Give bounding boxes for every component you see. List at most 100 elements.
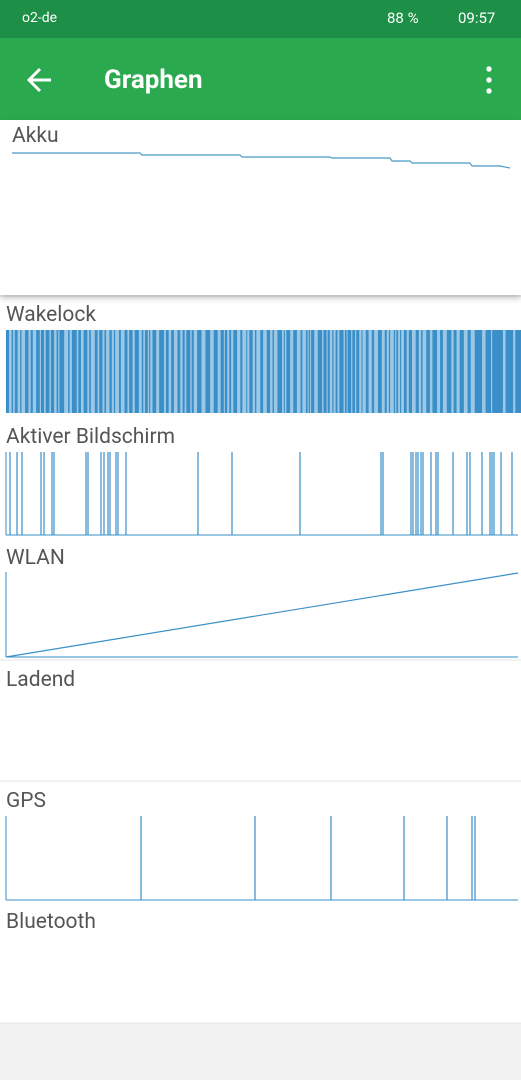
wakelock-bar	[229, 330, 232, 413]
wakelock-bar	[286, 330, 291, 413]
wakelock-bar	[149, 330, 151, 413]
wakelock-bar	[317, 330, 323, 413]
wakelock-bar	[182, 330, 185, 413]
app-bar: Graphen	[0, 38, 521, 120]
wakelock-bar	[134, 330, 139, 413]
wakelock-bar	[426, 330, 430, 413]
back-button[interactable]	[26, 67, 51, 93]
wakelock-bar	[459, 330, 464, 413]
wakelock-bar	[41, 330, 45, 413]
wakelock-bar	[36, 330, 40, 413]
wakelock-bar	[283, 330, 285, 413]
app-bar-icons	[26, 66, 492, 94]
wakelock-bar	[30, 330, 33, 413]
wakelock-bar	[446, 330, 452, 413]
wakelock-bar	[361, 330, 363, 413]
wakelock-bar	[365, 330, 369, 413]
app-title: Graphen	[104, 65, 203, 95]
wakelock-bar	[453, 330, 457, 413]
status-bar: o2-de 88 % 09:57	[0, 0, 521, 38]
section-label: GPS	[6, 789, 47, 813]
wakelock-bar	[152, 330, 157, 413]
wakelock-bar	[144, 330, 148, 413]
section-label: WLAN	[6, 546, 65, 570]
wakelock-bar	[415, 330, 419, 413]
wakelock-bar	[159, 330, 164, 413]
wakelock-bar	[371, 330, 375, 413]
wakelock-bar	[45, 330, 50, 413]
wakelock-bar	[339, 330, 344, 413]
wakelock-bar	[272, 330, 275, 413]
wakelock-bar	[492, 330, 503, 413]
section-label: Akku	[12, 124, 59, 148]
wakelock-bar	[249, 330, 253, 413]
wakelock-bar	[254, 330, 257, 413]
wakelock-bar	[396, 330, 399, 413]
wakelock-bar	[305, 330, 308, 413]
wakelock-bar	[11, 330, 14, 413]
wakelock-bar	[109, 330, 112, 413]
wakelock-bar	[505, 330, 514, 413]
akku-card	[0, 120, 521, 295]
wakelock-bar	[323, 330, 327, 413]
wakelock-bar	[165, 330, 169, 413]
battery-level: 88 %	[387, 9, 419, 27]
wakelock-bar	[20, 330, 22, 413]
wakelock-bar	[25, 330, 29, 413]
wakelock-bar	[14, 330, 18, 413]
wakelock-bar	[352, 330, 355, 413]
wakelock-bar	[78, 330, 81, 413]
wakelock-bar	[246, 330, 248, 413]
menu-button[interactable]	[486, 66, 492, 94]
wakelock-bar	[118, 330, 121, 413]
akku-line	[12, 152, 511, 169]
wakelock-bar	[94, 330, 98, 413]
wlan-line	[5, 572, 519, 658]
wakelock-bar	[344, 330, 347, 413]
wakelock-bar	[347, 330, 352, 413]
wakelock-bar	[384, 330, 387, 413]
section-label: Bluetooth	[6, 910, 96, 934]
wakelock-bar	[220, 330, 224, 413]
clock: 09:57	[458, 9, 496, 27]
wakelock-bar	[6, 330, 9, 413]
wakelock-bar	[104, 330, 107, 413]
section-label: Ladend	[6, 668, 76, 692]
section-label: Wakelock	[6, 303, 97, 327]
wakelock-bar	[50, 330, 55, 413]
wakelock-bar	[171, 330, 174, 413]
wakelock-bar	[408, 330, 412, 413]
carrier: o2-de	[22, 10, 58, 26]
wakelock-bar	[393, 330, 396, 413]
wakelock-bar	[177, 330, 181, 413]
wakelock-bar	[83, 330, 88, 413]
wakelock-bar	[224, 330, 228, 413]
wakelock-bar	[485, 330, 491, 413]
wakelock-bar	[240, 330, 243, 413]
wakelock-bar	[113, 330, 116, 413]
wakelock-bar	[129, 330, 133, 413]
wakelock-bar	[260, 330, 264, 413]
wakelock-bar	[356, 330, 360, 413]
wakelock-bar	[59, 330, 65, 413]
wakelock-bar	[56, 330, 59, 413]
wakelock-bar	[89, 330, 91, 413]
wakelock-bar	[71, 330, 77, 413]
wakelock-bar	[474, 330, 483, 413]
wakelock-bar	[186, 330, 191, 413]
wakelock-bar	[388, 330, 391, 413]
wakelock-bar	[213, 330, 218, 413]
wakelock-bar	[191, 330, 194, 413]
wakelock-bar	[335, 330, 338, 413]
wakelock-bar	[197, 330, 202, 413]
wakelock-bar	[141, 330, 144, 413]
section-label: Aktiver Bildschirm	[6, 425, 175, 449]
wakelock-bar	[124, 330, 128, 413]
wakelock-bar	[266, 330, 271, 413]
wakelock-bar	[403, 330, 407, 413]
wakelock-bar	[68, 330, 70, 413]
wakelock-bar	[377, 330, 382, 413]
wakelock-bar	[277, 330, 282, 413]
